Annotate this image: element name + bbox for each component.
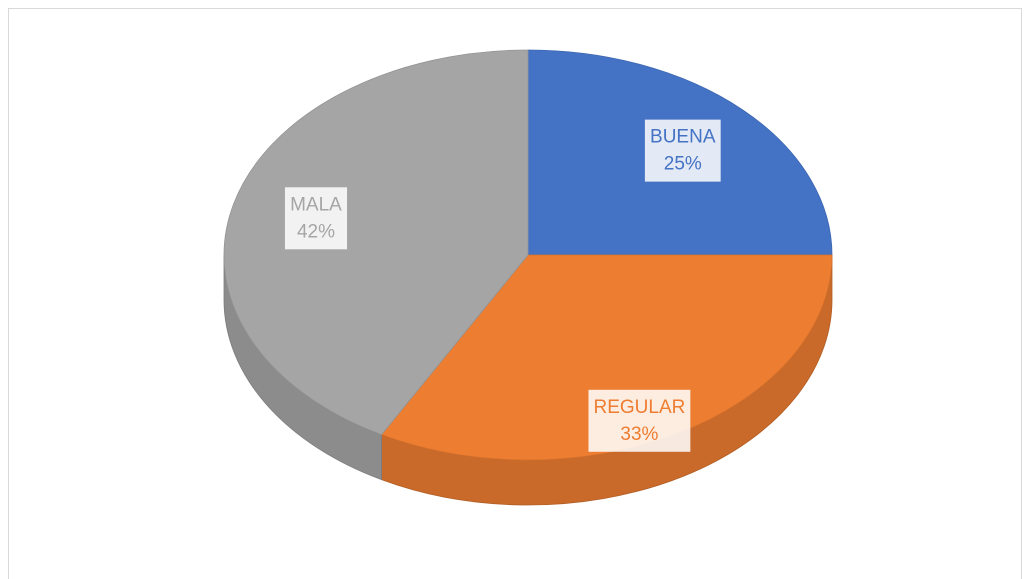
value-label: 42% (297, 221, 335, 242)
value-label: 33% (620, 424, 658, 445)
category-label: REGULAR (593, 397, 685, 418)
value-label: 25% (664, 154, 702, 175)
pie-slice (223, 49, 529, 436)
category-label: BUENA (650, 127, 716, 148)
data-label: MALA 42% (284, 187, 348, 250)
data-label: REGULAR 33% (588, 389, 691, 452)
data-label-box (284, 187, 348, 250)
data-label-box (588, 389, 691, 452)
category-label: MALA (290, 194, 342, 215)
data-label-box (644, 119, 721, 182)
data-label: BUENA 25% (644, 119, 721, 182)
